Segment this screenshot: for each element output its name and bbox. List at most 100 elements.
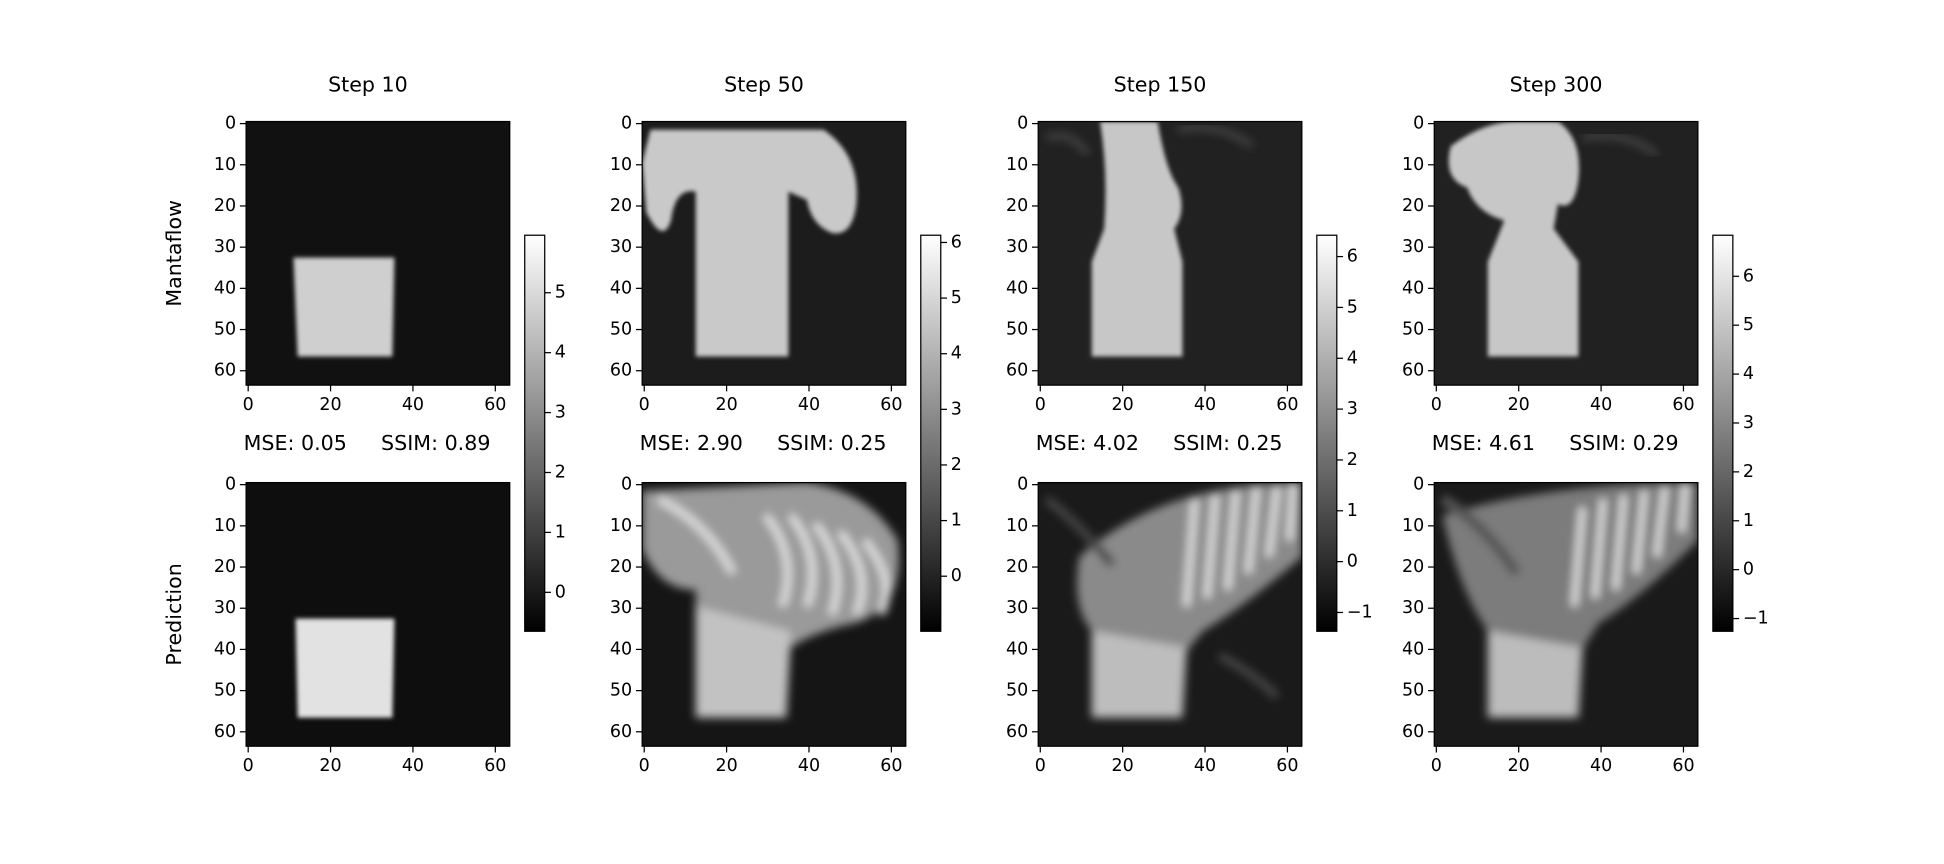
y-tick-label: 10 — [214, 155, 236, 175]
x-tick-label: 0 — [1431, 756, 1442, 776]
axes-frame — [641, 120, 907, 386]
y-tick-label: 0 — [1017, 114, 1028, 134]
y-tick-label: 40 — [214, 639, 236, 659]
y-tick-label: 10 — [214, 516, 236, 536]
x-tick-label: 0 — [243, 395, 254, 415]
axes-frame — [641, 481, 907, 747]
colorbar-tick-label: 2 — [555, 462, 566, 482]
y-tick-label: 50 — [610, 681, 632, 701]
image — [1038, 121, 1302, 386]
y-tick-label: 20 — [214, 557, 236, 577]
y-tick-label: 0 — [1413, 114, 1424, 134]
y-tick-label: 10 — [1006, 516, 1028, 536]
y-tick-label: 30 — [1402, 598, 1424, 618]
y-tick-label: 30 — [1006, 598, 1028, 618]
axes-frame — [1433, 120, 1699, 386]
colorbar-tick-label: 3 — [1743, 413, 1754, 433]
image — [642, 482, 906, 747]
x-tick-label: 20 — [319, 395, 341, 415]
x-tick-label: 60 — [484, 395, 506, 415]
colorbar-tick-label: 6 — [951, 232, 962, 252]
y-tick-label: 50 — [610, 320, 632, 340]
y-tick-label: 20 — [1402, 557, 1424, 577]
x-tick-label: 60 — [484, 756, 506, 776]
y-tick-label: 10 — [1402, 516, 1424, 536]
y-tick-label: 50 — [1006, 320, 1028, 340]
y-tick-label: 20 — [214, 196, 236, 216]
y-tick-label: 0 — [225, 475, 236, 495]
x-tick-label: 20 — [1508, 756, 1530, 776]
y-tick-label: 10 — [1006, 155, 1028, 175]
image — [1038, 482, 1302, 747]
x-tick-label: 20 — [1112, 395, 1134, 415]
x-tick-label: 40 — [1590, 756, 1612, 776]
y-tick-label: 50 — [214, 681, 236, 701]
y-tick-label: 60 — [1006, 361, 1028, 381]
x-tick-label: 40 — [1194, 756, 1216, 776]
x-tick-label: 60 — [1276, 756, 1298, 776]
axes-frame — [1433, 481, 1699, 747]
axes-frame — [1037, 481, 1303, 747]
colorbar-tick-label: 0 — [555, 582, 566, 602]
x-tick-label: 0 — [639, 395, 650, 415]
x-tick-label: 20 — [1112, 756, 1134, 776]
image — [1434, 482, 1698, 747]
image — [246, 482, 510, 747]
colorbar — [524, 234, 546, 632]
x-tick-label: 0 — [1035, 395, 1046, 415]
colorbar-tick-label: 4 — [1743, 364, 1754, 384]
mse-label: MSE: 4.02 — [1036, 431, 1139, 455]
y-tick-label: 10 — [1402, 155, 1424, 175]
colorbar-tick-label: 2 — [951, 455, 962, 475]
y-tick-label: 60 — [214, 361, 236, 381]
y-tick-label: 50 — [1006, 681, 1028, 701]
y-tick-label: 20 — [1006, 557, 1028, 577]
x-tick-label: 40 — [798, 756, 820, 776]
colorbar-tick-label: 6 — [1347, 247, 1358, 267]
ssim-label: SSIM: 0.25 — [777, 431, 886, 455]
y-tick-label: 0 — [621, 475, 632, 495]
colorbar-tick-label: 0 — [1743, 560, 1754, 580]
x-tick-label: 0 — [243, 756, 254, 776]
y-tick-label: 10 — [610, 516, 632, 536]
colorbar-tick-label: 4 — [555, 343, 566, 363]
y-tick-label: 40 — [610, 278, 632, 298]
x-tick-label: 0 — [1035, 756, 1046, 776]
colorbar-tick-label: 5 — [555, 283, 566, 303]
colorbar-tick-label: 5 — [1743, 315, 1754, 335]
colorbar — [920, 234, 942, 632]
x-tick-label: 40 — [402, 756, 424, 776]
y-tick-label: 60 — [610, 361, 632, 381]
axes-frame — [245, 120, 511, 386]
colorbar-tick-label: −1 — [1743, 609, 1769, 629]
colorbar-tick-label: −1 — [1347, 602, 1373, 622]
colorbar — [1712, 234, 1734, 632]
y-tick-label: 40 — [1402, 639, 1424, 659]
ssim-label: SSIM: 0.89 — [381, 431, 490, 455]
y-tick-label: 0 — [621, 114, 632, 134]
colorbar-tick-label: 1 — [1347, 501, 1358, 521]
image — [246, 121, 510, 386]
y-tick-label: 20 — [1402, 196, 1424, 216]
y-tick-label: 30 — [610, 237, 632, 257]
x-tick-label: 60 — [880, 756, 902, 776]
y-tick-label: 30 — [214, 237, 236, 257]
row-label: Mantaflow — [162, 200, 186, 307]
mse-label: MSE: 0.05 — [244, 431, 347, 455]
ssim-label: SSIM: 0.29 — [1569, 431, 1678, 455]
x-tick-label: 40 — [1590, 395, 1612, 415]
column-title: Step 300 — [1510, 72, 1603, 96]
x-tick-label: 0 — [1431, 395, 1442, 415]
y-tick-label: 0 — [1017, 475, 1028, 495]
y-tick-label: 40 — [1006, 278, 1028, 298]
ssim-label: SSIM: 0.25 — [1173, 431, 1282, 455]
y-tick-label: 40 — [1402, 278, 1424, 298]
axes-frame — [1037, 120, 1303, 386]
y-tick-label: 60 — [1402, 722, 1424, 742]
y-tick-label: 30 — [214, 598, 236, 618]
x-tick-label: 20 — [715, 756, 737, 776]
colorbar-tick-label: 3 — [555, 403, 566, 423]
image — [1434, 121, 1698, 386]
x-tick-label: 40 — [402, 395, 424, 415]
